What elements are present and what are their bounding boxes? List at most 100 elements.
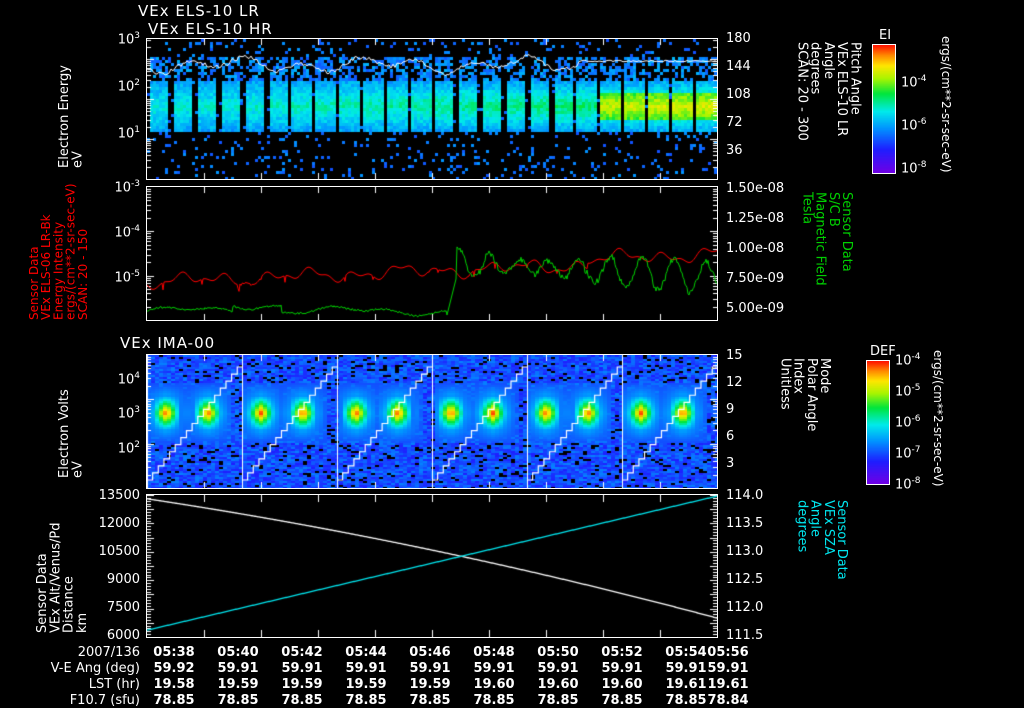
panel3-colorbar-title: DEF [870, 344, 896, 359]
panel1-title-line2: VEx ELS-10 HR [148, 20, 273, 38]
table-cell: 19.61 [707, 677, 749, 692]
table-cell: 78.85 [601, 693, 643, 708]
panel3-ytick-1000: 103 [117, 405, 140, 422]
table-cell: 05:38 [153, 645, 195, 660]
panel1-title-line1: VEx ELS-10 LR [138, 2, 260, 20]
panel1-ytick-100: 102 [117, 78, 140, 95]
panel3-colorbar-tick-1e-4: 10-4 [895, 352, 921, 369]
panel3-plot-area[interactable] [146, 354, 718, 489]
panel3-colorbar-tick-1e-8: 10-8 [895, 476, 921, 493]
table-cell: 59.91 [601, 661, 643, 676]
panel2-right-axis-label: Sensor Data S/C B Magnetic Field Tesla [799, 192, 854, 286]
panel4-rtick-1125: 112.5 [726, 572, 764, 587]
panel3-rtick-6: 6 [726, 429, 735, 444]
table-cell: 78.85 [473, 693, 515, 708]
panel2-rtick-150e-08: 1.50e-08 [726, 181, 785, 196]
table-cell: 78.85 [153, 693, 195, 708]
table-cell: 59.91 [473, 661, 515, 676]
table-cell: 19.59 [345, 677, 387, 692]
panel2-left-axis-label: Sensor Data VEx ELS-06 LR-Bk Energy Inte… [27, 183, 90, 320]
panel4-right-axis-label: Sensor Data VEx SZA Angle degrees [794, 500, 849, 580]
panel2-ytick-1e-3: 10-3 [114, 179, 140, 196]
panel1-colorbar-unit: ergs/(cm**2-sr-sec-eV) [939, 36, 954, 173]
table-cell: 19.60 [473, 677, 515, 692]
table-cell: 78.85 [665, 693, 707, 708]
panel3-ytick-10000: 104 [117, 371, 140, 388]
panel2-ytick-1e-4: 10-4 [114, 224, 140, 241]
table-cell: 59.92 [153, 661, 195, 676]
panel4-plot-area[interactable] [146, 494, 718, 638]
panel4-ytick-6000: 6000 [106, 628, 140, 643]
panel1-plot-area[interactable] [146, 38, 718, 180]
table-cell: 19.60 [601, 677, 643, 692]
panel3-colorbar-tick-1e-6: 10-6 [895, 414, 921, 431]
panel4-ytick-7500: 7500 [106, 600, 140, 615]
panel1-ytick-1000: 103 [117, 31, 140, 48]
table-cell: 59.91 [281, 661, 323, 676]
panel3-colorbar [866, 360, 890, 485]
panel1-left-axis-label: Electron Energy eV [57, 65, 86, 168]
table-cell: 78.85 [281, 693, 323, 708]
panel3-ytick-100: 102 [117, 440, 140, 457]
table-cell: 05:44 [345, 645, 387, 660]
table-cell: 78.85 [409, 693, 451, 708]
table-cell: 59.91 [707, 661, 749, 676]
panel1-ytick-10: 101 [117, 125, 140, 142]
panel1-colorbar-title: EI [879, 28, 892, 43]
panel4-ytick-10500: 10500 [98, 544, 140, 559]
table-row-label: F10.7 (sfu) [69, 693, 140, 708]
panel4-ytick-9000: 9000 [106, 572, 140, 587]
panel4-rtick-113: 113.0 [726, 544, 764, 559]
panel3-rtick-12: 12 [726, 375, 743, 390]
table-cell: 05:42 [281, 645, 323, 660]
table-row-label: 2007/136 [77, 645, 140, 660]
panel3-colorbar-unit: ergs/(cm**2-sr-sec-eV) [931, 350, 946, 487]
table-cell: 05:46 [409, 645, 451, 660]
panel1-rtick-72: 72 [726, 115, 743, 130]
panel2-plot-area[interactable] [146, 186, 718, 321]
table-cell: 59.91 [345, 661, 387, 676]
panel4-rtick-1135: 113.5 [726, 516, 764, 531]
table-cell: 78.85 [345, 693, 387, 708]
panel1-right-axis-label: Pitch Angle VEx ELS-10 LR Angle degrees … [794, 42, 863, 141]
table-cell: 05:54 [665, 645, 707, 660]
panel1-rtick-36: 36 [726, 143, 743, 158]
panel2-rtick-500e-09: 5.00e-09 [726, 301, 785, 316]
panel3-rtick-15: 15 [726, 348, 743, 363]
table-cell: 05:48 [473, 645, 515, 660]
panel3-left-axis-label: Electron Volts eV [57, 389, 86, 478]
panel1-colorbar [872, 44, 896, 174]
panel4-rtick-112: 112.0 [726, 600, 764, 615]
table-cell: 05:52 [601, 645, 643, 660]
table-cell: 59.91 [409, 661, 451, 676]
panel3-colorbar-tick-1e-5: 10-5 [895, 383, 921, 400]
table-cell: 05:56 [707, 645, 749, 660]
panel4-ytick-12000: 12000 [98, 516, 140, 531]
table-cell: 19.58 [153, 677, 195, 692]
table-cell: 78.85 [217, 693, 259, 708]
panel4-rtick-1115: 111.5 [726, 628, 764, 643]
panel1-colorbar-tick-1e-8: 10-8 [901, 160, 927, 177]
panel4-rtick-114: 114.0 [726, 488, 764, 503]
table-cell: 59.91 [665, 661, 707, 676]
panel1-colorbar-tick-1e-4: 10-4 [901, 74, 927, 91]
table-cell: 05:40 [217, 645, 259, 660]
panel1-rtick-108: 108 [726, 87, 751, 102]
table-cell: 19.59 [281, 677, 323, 692]
panel2-ytick-1e-5: 10-5 [114, 269, 140, 286]
panel3-title: VEx IMA-00 [120, 334, 216, 352]
table-cell: 59.91 [217, 661, 259, 676]
panel1-colorbar-tick-1e-6: 10-6 [901, 117, 927, 134]
panel3-right-axis-label: Mode Polar Angle Index Unitless [777, 358, 832, 432]
table-cell: 05:50 [537, 645, 579, 660]
table-cell: 78.85 [537, 693, 579, 708]
panel4-ytick-13500: 13500 [98, 488, 140, 503]
panel2-rtick-100e-08: 1.00e-08 [726, 241, 785, 256]
table-cell: 19.60 [537, 677, 579, 692]
table-cell: 19.59 [409, 677, 451, 692]
panel1-rtick-180: 180 [726, 31, 751, 46]
panel2-rtick-750e-09: 7.50e-09 [726, 271, 785, 286]
table-cell: 78.84 [707, 693, 749, 708]
table-cell: 19.61 [665, 677, 707, 692]
panel3-rtick-9: 9 [726, 402, 735, 417]
